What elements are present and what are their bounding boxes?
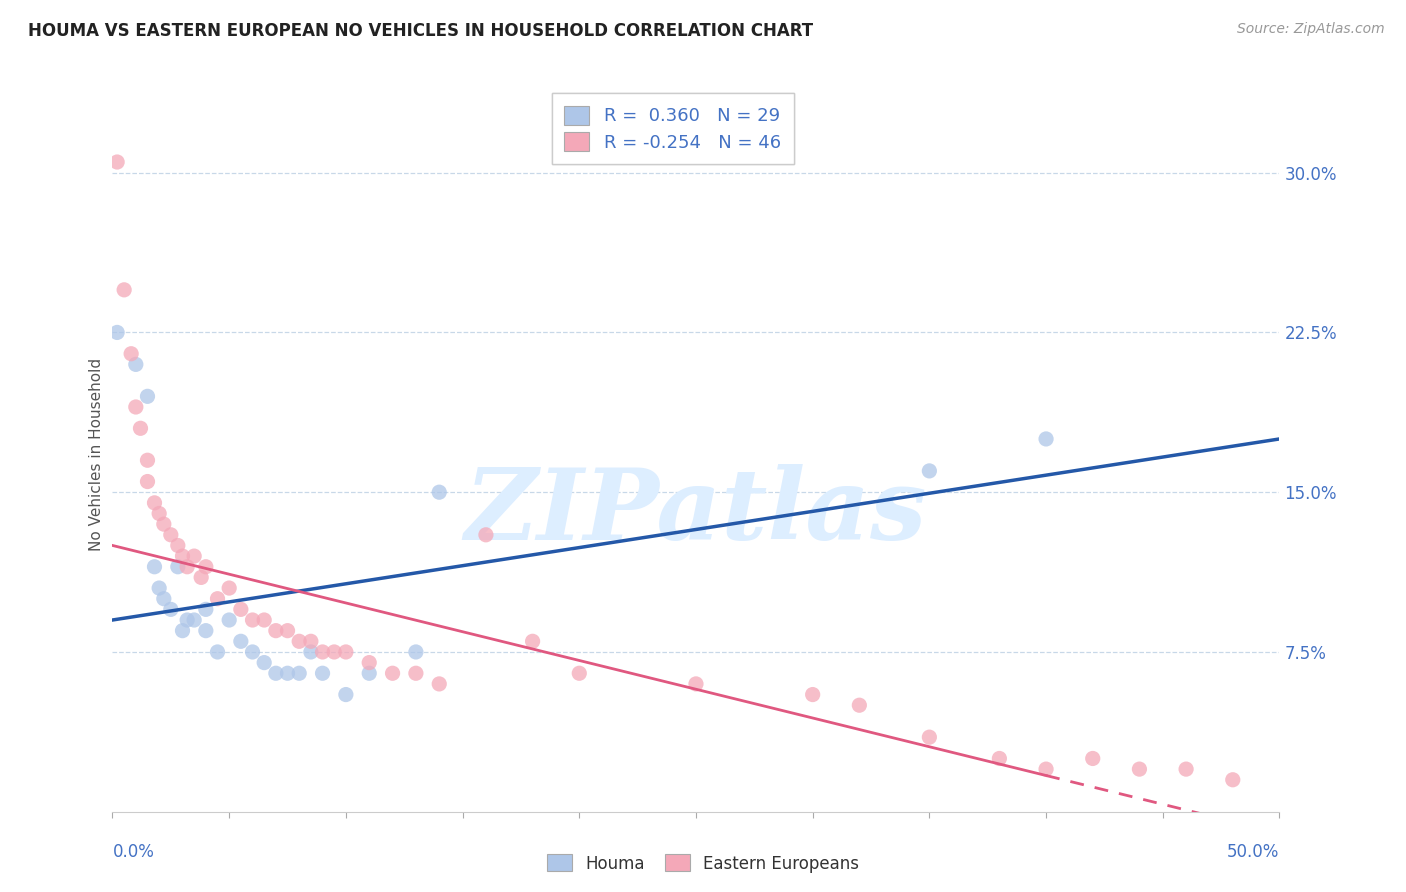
Point: [311, 666, 333, 681]
Point: [166, 559, 188, 574]
Point: [143, 496, 166, 510]
Point: [264, 666, 287, 681]
Point: [335, 645, 357, 659]
Point: [685, 677, 707, 691]
Point: [125, 400, 148, 414]
Point: [176, 559, 198, 574]
Point: [381, 666, 404, 681]
Point: [148, 507, 170, 521]
Point: [183, 613, 205, 627]
Point: [136, 389, 159, 403]
Text: 50.0%: 50.0%: [1227, 843, 1279, 861]
Point: [153, 517, 176, 532]
Point: [207, 645, 229, 659]
Point: [218, 613, 240, 627]
Point: [1175, 762, 1198, 776]
Point: [153, 591, 176, 606]
Text: HOUMA VS EASTERN EUROPEAN NO VEHICLES IN HOUSEHOLD CORRELATION CHART: HOUMA VS EASTERN EUROPEAN NO VEHICLES IN…: [28, 22, 813, 40]
Point: [568, 666, 591, 681]
Point: [1128, 762, 1150, 776]
Point: [522, 634, 544, 648]
Point: [323, 645, 346, 659]
Text: ZIPatlas: ZIPatlas: [465, 464, 927, 560]
Legend: Houma, Eastern Europeans: Houma, Eastern Europeans: [540, 847, 866, 880]
Point: [427, 485, 450, 500]
Point: [1222, 772, 1244, 787]
Point: [253, 656, 276, 670]
Point: [172, 624, 194, 638]
Point: [299, 634, 322, 648]
Point: [311, 645, 333, 659]
Point: [405, 666, 427, 681]
Point: [194, 559, 217, 574]
Point: [988, 751, 1011, 765]
Point: [218, 581, 240, 595]
Point: [229, 634, 252, 648]
Point: [136, 453, 159, 467]
Point: [166, 538, 188, 552]
Point: [918, 730, 941, 744]
Point: [288, 666, 311, 681]
Point: [848, 698, 870, 713]
Point: [276, 666, 298, 681]
Point: [105, 326, 128, 340]
Point: [120, 347, 142, 361]
Point: [136, 475, 159, 489]
Point: [1081, 751, 1104, 765]
Point: [918, 464, 941, 478]
Point: [125, 358, 148, 372]
Point: [160, 602, 183, 616]
Point: [276, 624, 298, 638]
Point: [1035, 762, 1057, 776]
Point: [288, 634, 311, 648]
Legend: R =  0.360   N = 29, R = -0.254   N = 46: R = 0.360 N = 29, R = -0.254 N = 46: [551, 93, 794, 164]
Point: [242, 613, 264, 627]
Point: [359, 656, 381, 670]
Point: [801, 688, 824, 702]
Point: [359, 666, 381, 681]
Point: [242, 645, 264, 659]
Point: [183, 549, 205, 563]
Point: [172, 549, 194, 563]
Point: [176, 613, 198, 627]
Text: 0.0%: 0.0%: [112, 843, 155, 861]
Point: [335, 688, 357, 702]
Point: [299, 645, 322, 659]
Y-axis label: No Vehicles in Household: No Vehicles in Household: [89, 359, 104, 551]
Point: [129, 421, 152, 435]
Text: Source: ZipAtlas.com: Source: ZipAtlas.com: [1237, 22, 1385, 37]
Point: [194, 602, 217, 616]
Point: [143, 559, 166, 574]
Point: [112, 283, 135, 297]
Point: [427, 677, 450, 691]
Point: [1035, 432, 1057, 446]
Point: [475, 528, 498, 542]
Point: [190, 570, 212, 584]
Point: [264, 624, 287, 638]
Point: [405, 645, 427, 659]
Point: [229, 602, 252, 616]
Point: [194, 624, 217, 638]
Point: [105, 155, 128, 169]
Point: [160, 528, 183, 542]
Point: [207, 591, 229, 606]
Point: [148, 581, 170, 595]
Point: [253, 613, 276, 627]
